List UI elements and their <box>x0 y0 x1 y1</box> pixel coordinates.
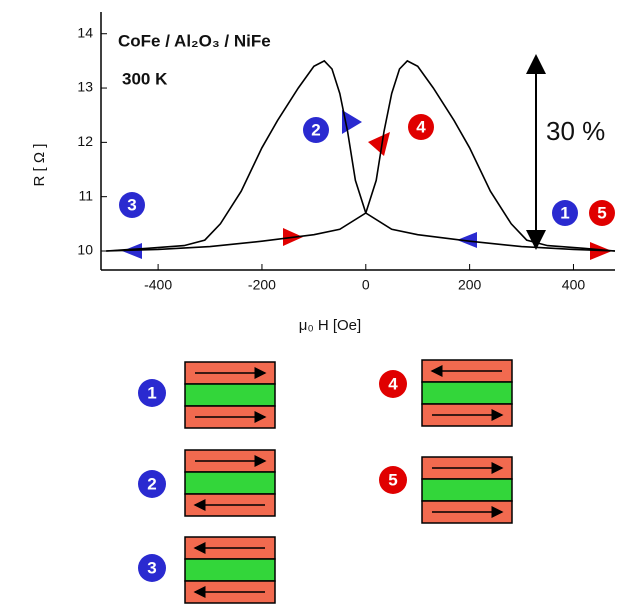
state-marker <box>303 117 329 143</box>
state-marker <box>408 114 434 140</box>
y-axis-label: R [ Ω ] <box>31 144 48 187</box>
config-number: 3 <box>147 558 156 577</box>
layer <box>421 478 513 502</box>
state-marker <box>119 192 145 218</box>
layer <box>184 558 276 582</box>
state-number: 5 <box>597 203 606 222</box>
layer <box>421 381 513 405</box>
state-marker <box>589 200 615 226</box>
x-tick-label: 0 <box>362 277 370 293</box>
y-tick-label: 11 <box>78 187 93 203</box>
config-marker <box>379 466 407 494</box>
state-number: 3 <box>127 195 136 214</box>
config-marker <box>138 379 166 407</box>
state-number: 4 <box>416 117 426 136</box>
x-tick-label: 400 <box>562 277 586 293</box>
temperature-label: 300 K <box>122 69 168 88</box>
state-marker <box>552 200 578 226</box>
config-number: 1 <box>147 383 156 402</box>
y-tick-label: 13 <box>77 79 93 95</box>
config-number: 5 <box>388 470 397 489</box>
config-marker <box>138 554 166 582</box>
y-tick-label: 10 <box>77 242 93 258</box>
y-tick-label: 12 <box>77 133 93 149</box>
curve <box>106 59 616 252</box>
x-tick-label: 200 <box>458 277 482 293</box>
curve <box>106 59 616 252</box>
config-number: 2 <box>147 474 156 493</box>
x-tick-label: -200 <box>248 277 276 293</box>
layer <box>184 471 276 495</box>
state-number: 1 <box>560 203 569 222</box>
state-number: 2 <box>311 120 320 139</box>
x-axis-label: μ₀ H [Oe] <box>299 317 361 334</box>
layer <box>184 383 276 407</box>
sweep-arrow <box>457 232 477 248</box>
ratio-label: 30 % <box>546 116 605 146</box>
config-number: 4 <box>388 374 398 393</box>
sample-label: CoFe / Al₂O₃ / NiFe <box>118 31 271 50</box>
config-marker <box>379 370 407 398</box>
x-tick-label: -400 <box>144 277 172 293</box>
y-tick-label: 14 <box>77 24 93 40</box>
sweep-arrow <box>368 132 390 156</box>
config-marker <box>138 470 166 498</box>
